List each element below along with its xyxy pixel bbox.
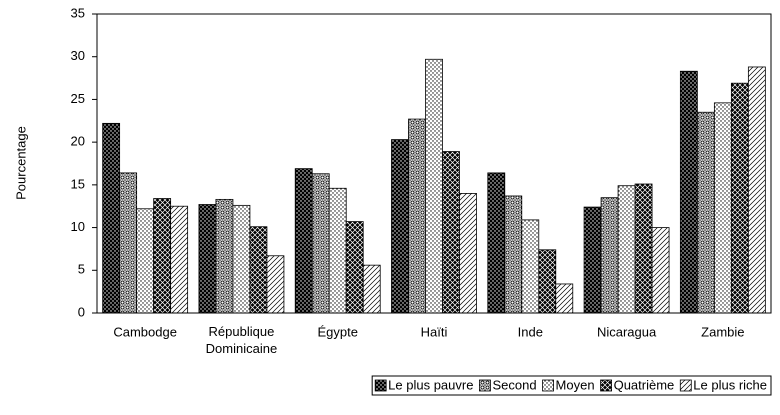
bar xyxy=(266,255,285,314)
bar xyxy=(634,183,653,314)
bar xyxy=(311,173,330,314)
bar xyxy=(328,187,347,314)
bar xyxy=(651,227,670,314)
y-tick-label: 0 xyxy=(78,304,85,319)
bar xyxy=(730,82,749,314)
x-tick-label: Inde xyxy=(518,324,543,339)
y-tick-label: 20 xyxy=(71,134,85,149)
bar xyxy=(679,70,698,314)
bar xyxy=(600,197,619,314)
x-tick-label: République Dominicaine xyxy=(206,324,278,356)
legend-label: Le plus riche xyxy=(693,377,767,392)
bar xyxy=(362,264,381,314)
bar xyxy=(294,168,313,314)
bar xyxy=(345,221,364,314)
bar xyxy=(583,206,602,314)
legend-label: Quatrième xyxy=(614,377,675,392)
bar xyxy=(170,205,189,314)
bar xyxy=(102,122,121,314)
y-tick-label: 15 xyxy=(71,176,85,191)
y-tick-label: 10 xyxy=(71,219,85,234)
legend-label: Le plus pauvre xyxy=(388,377,473,392)
bar xyxy=(136,208,155,314)
legend: Le plus pauvre Second Moyen Quatrième Le plu… xyxy=(371,375,772,396)
bar xyxy=(391,139,409,314)
legend-label: Second xyxy=(492,377,536,392)
legend-box xyxy=(371,375,772,396)
bar xyxy=(713,102,732,314)
bar xyxy=(538,249,557,314)
bar xyxy=(119,172,138,314)
y-tick-label: 5 xyxy=(78,262,85,277)
bar xyxy=(425,58,443,314)
legend-swatch xyxy=(542,379,554,392)
bar xyxy=(617,185,636,314)
bar xyxy=(198,204,217,314)
legend-label: Moyen xyxy=(556,377,595,392)
bar xyxy=(521,219,540,314)
x-tick-label: Égypte xyxy=(317,324,357,339)
bar xyxy=(215,198,234,314)
y-tick-label: 25 xyxy=(71,91,85,106)
bar xyxy=(442,151,460,314)
x-tick-label: Nicaragua xyxy=(597,324,657,339)
y-axis-label: Pourcentage xyxy=(13,126,28,200)
legend-swatch xyxy=(679,379,692,392)
bar xyxy=(696,111,715,314)
x-tick-label: Haïti xyxy=(421,324,448,339)
legend-swatch xyxy=(479,379,491,392)
bar xyxy=(459,192,477,314)
legend-swatch xyxy=(374,379,387,392)
bar xyxy=(555,283,574,314)
y-tick-label: 35 xyxy=(71,5,85,20)
bar xyxy=(487,172,506,314)
bar xyxy=(408,118,426,314)
plot-frame xyxy=(96,13,772,314)
bar xyxy=(747,66,766,314)
bar xyxy=(249,226,268,314)
x-tick-label: Cambodge xyxy=(113,324,177,339)
y-tick-label: 30 xyxy=(71,48,85,63)
bar xyxy=(232,204,251,314)
bar xyxy=(504,195,523,314)
bar xyxy=(153,198,172,314)
x-tick-label: Zambie xyxy=(701,324,744,339)
legend-swatch xyxy=(600,379,612,392)
